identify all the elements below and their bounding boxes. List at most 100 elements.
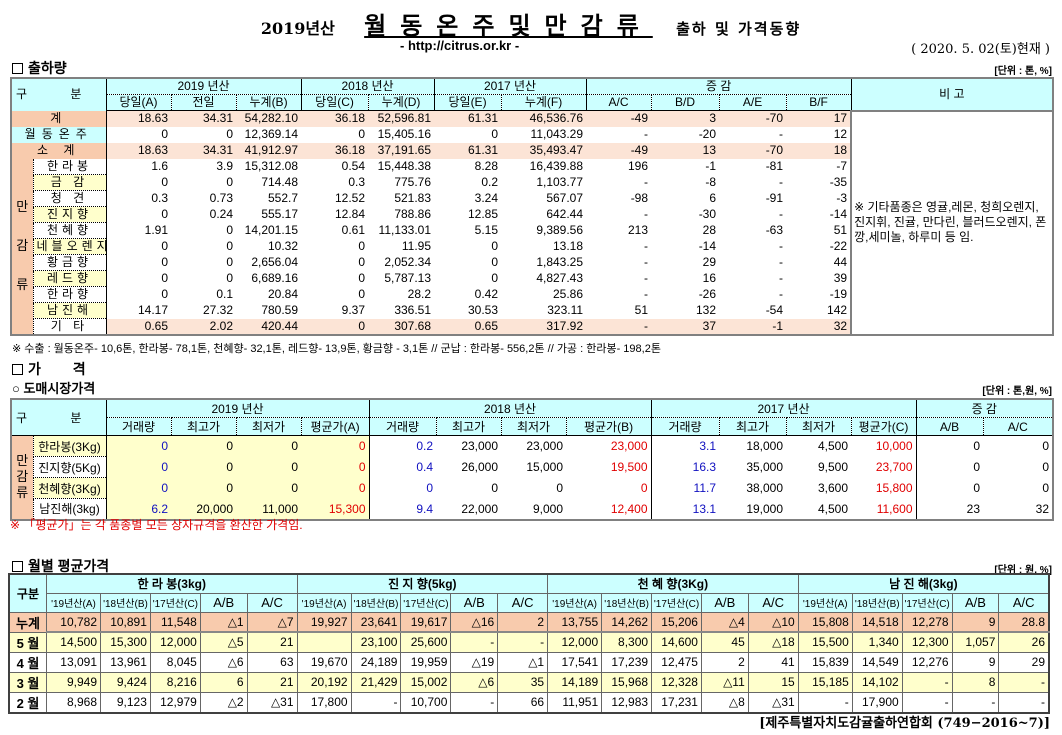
row-label: 금 감 bbox=[32, 174, 107, 191]
value-cell: 29 bbox=[702, 255, 717, 269]
value-cell: 18,000 bbox=[746, 439, 784, 454]
table-row: 진지향 0 0.24 555.17 12.84 788.86 12.85 642.44 - -30… bbox=[11, 206, 1053, 223]
value-cell: 10.32 bbox=[268, 239, 299, 253]
value-cell: - bbox=[644, 318, 649, 333]
value-cell: 21 bbox=[246, 631, 298, 653]
value-cell: 17 bbox=[833, 111, 848, 126]
header-row: 당일(A) 전일 누계(B) 당일(C) 누계(D) 당일(E) 누계(F) A/C B/D A/… bbox=[11, 94, 1053, 111]
value-cell: -98 bbox=[630, 191, 649, 205]
value-cell: △18 bbox=[747, 631, 799, 653]
value-cell: 35,493.47 bbox=[529, 143, 584, 157]
column-header: 누계(D) bbox=[367, 94, 435, 111]
remarks-note: ※ 기타품종은 영귤,레몬, 청희오렌지, 진지휘, 진귤, 만다린, 블러드오… bbox=[850, 110, 1054, 335]
value-cell: 4,500 bbox=[817, 501, 849, 516]
value-cell: 0 bbox=[491, 127, 499, 141]
value-cell: 11,043.29 bbox=[530, 127, 584, 141]
column-header: B/D bbox=[650, 94, 720, 111]
group-header: 증 감 bbox=[585, 78, 852, 95]
value-cell: 3.24 bbox=[474, 191, 499, 205]
value-cell: 12.84 bbox=[335, 207, 366, 221]
value-cell: 15,808 bbox=[797, 611, 853, 633]
value-cell: 2,656.04 bbox=[251, 255, 299, 269]
table-row: 천혜향 1.91 0 14,201.15 0.61 11,133.01 5.15 9,389.… bbox=[11, 222, 1053, 239]
monthly-price-table: 구분 한 라 봉(3kg) 진 지 향(5kg) 천 혜 향(3Kg) 남 진 해(3k… bbox=[8, 573, 1050, 714]
table-row: 진지향(5Kg) 0 0 0 0 0.4 26,000 15,000 19,500 16.3 35,… bbox=[11, 456, 1053, 478]
value-cell: 22,000 bbox=[461, 501, 499, 516]
row-label: 천혜향 bbox=[32, 222, 107, 239]
value-cell: 12.52 bbox=[335, 191, 366, 205]
value-cell: 12,979 bbox=[149, 691, 201, 713]
value-cell: 11.7 bbox=[650, 477, 720, 499]
value-cell: - bbox=[644, 287, 649, 301]
value-cell: 0 bbox=[358, 318, 366, 333]
value-cell: 15,300 bbox=[100, 631, 151, 653]
value-cell: 196 bbox=[628, 159, 649, 173]
value-cell: - bbox=[450, 631, 499, 653]
value-cell: -91 bbox=[765, 191, 784, 205]
value-cell: 0.2 bbox=[368, 435, 437, 457]
value-cell: △5 bbox=[199, 631, 248, 653]
value-cell: 16 bbox=[702, 271, 717, 285]
column-header: 거래량 bbox=[105, 417, 172, 436]
value-cell: -70 bbox=[765, 111, 784, 126]
value-cell: 0 bbox=[491, 255, 499, 269]
value-cell: 1.6 bbox=[105, 158, 172, 175]
value-cell: 66 bbox=[497, 691, 549, 713]
value-cell: 21 bbox=[246, 671, 298, 693]
value-cell: 12,369.14 bbox=[244, 127, 299, 141]
value-cell: 61.31 bbox=[468, 143, 499, 157]
value-cell: 0 bbox=[915, 435, 984, 457]
unit-label: [단위 : 톤, %] bbox=[994, 66, 1052, 77]
value-cell: 12,278 bbox=[901, 611, 953, 633]
value-cell: 11,548 bbox=[149, 611, 201, 633]
header-row: 구분 한 라 봉(3kg) 진 지 향(5kg) 천 혜 향(3Kg) 남 진 해(3k… bbox=[8, 573, 1050, 613]
value-cell: -54 bbox=[765, 303, 784, 317]
group-header: 천 혜 향(3Kg) bbox=[547, 573, 799, 594]
value-cell: -14 bbox=[829, 207, 848, 221]
value-cell: 0 bbox=[226, 223, 234, 237]
value-cell: 15,002 bbox=[400, 671, 452, 693]
value-cell: 0 bbox=[491, 239, 499, 253]
value-cell: 16.3 bbox=[650, 456, 720, 478]
value-cell: 10,000 bbox=[875, 439, 913, 454]
title-year: 2019년산 bbox=[260, 19, 335, 38]
value-cell: 9,424 bbox=[100, 671, 151, 693]
row-label: 남진해 bbox=[32, 302, 107, 319]
group-header: 한 라 봉(3kg) bbox=[45, 573, 298, 594]
column-header: '17년산(C) bbox=[400, 592, 452, 613]
value-cell: 6,689.16 bbox=[251, 271, 299, 285]
value-cell: 555.17 bbox=[261, 207, 299, 221]
value-cell: 1,057 bbox=[951, 631, 1000, 653]
value-cell: 8,216 bbox=[149, 671, 201, 693]
value-cell: 12,000 bbox=[547, 631, 603, 653]
value-cell: 0 bbox=[105, 456, 172, 478]
value-cell: 15,800 bbox=[875, 481, 913, 495]
website-link[interactable]: - http://citrus.or.kr - bbox=[400, 38, 520, 53]
value-cell: 4,500 bbox=[817, 439, 849, 454]
group-header: 진 지 향(5kg) bbox=[296, 573, 549, 594]
value-cell: 12.85 bbox=[468, 207, 499, 221]
value-cell: 15,448.38 bbox=[377, 159, 432, 173]
value-cell: 0.54 bbox=[341, 159, 366, 173]
column-header: 최저가 bbox=[500, 417, 567, 436]
group-header: 2017 년산 bbox=[650, 399, 917, 418]
value-cell: 3.9 bbox=[216, 159, 234, 173]
value-cell: 15,405.16 bbox=[377, 127, 432, 141]
side-label-char: 류 bbox=[16, 276, 29, 292]
value-cell: - bbox=[644, 239, 649, 253]
value-cell: 14,102 bbox=[851, 671, 903, 693]
value-cell: 19,670 bbox=[296, 651, 352, 673]
value-cell: 41 bbox=[747, 651, 799, 673]
value-cell: 29 bbox=[998, 651, 1050, 673]
value-cell: 34.31 bbox=[202, 143, 234, 157]
value-cell: 0 bbox=[105, 477, 172, 499]
row-label: 레드향 bbox=[32, 270, 107, 287]
value-cell: 6 bbox=[199, 671, 248, 693]
value-cell: 642.44 bbox=[546, 207, 584, 221]
value-cell: △6 bbox=[199, 651, 248, 673]
value-cell: 9.37 bbox=[341, 303, 366, 317]
column-header: '17년산(C) bbox=[149, 592, 201, 613]
value-cell: - bbox=[779, 255, 784, 269]
value-cell: 23,100 bbox=[350, 631, 402, 653]
